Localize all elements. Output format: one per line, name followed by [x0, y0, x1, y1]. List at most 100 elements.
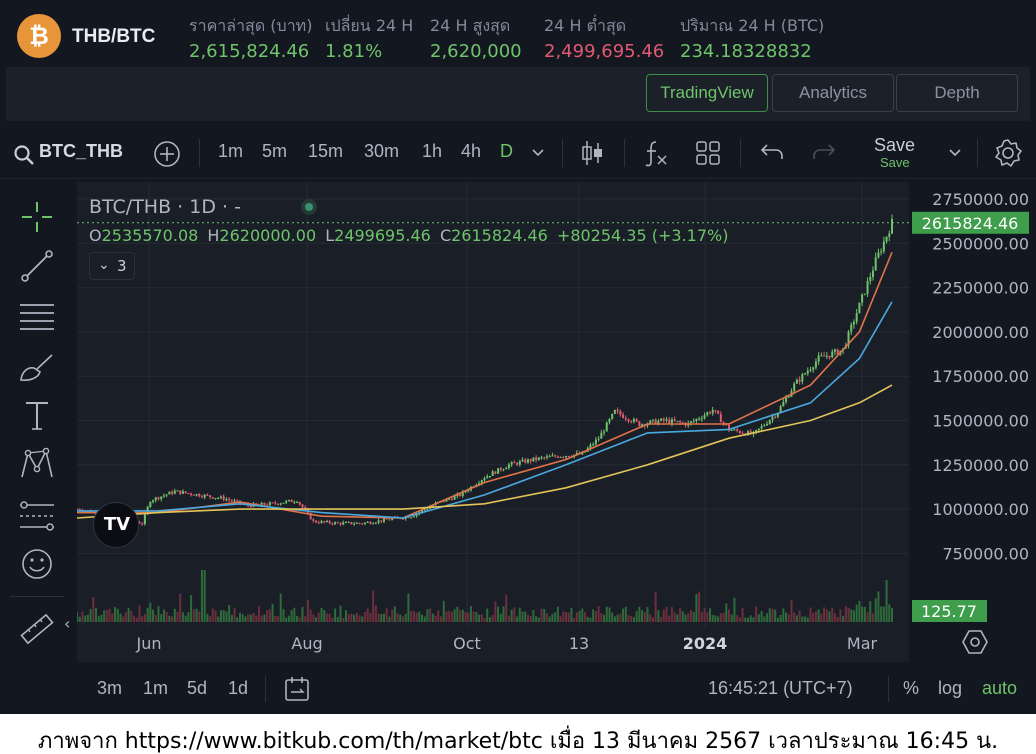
volume-bar: [236, 617, 239, 622]
text-tool-icon[interactable]: [18, 397, 56, 435]
volume-bar: [301, 607, 304, 622]
compare-add-icon[interactable]: [153, 140, 181, 168]
volume-bar: [92, 597, 95, 622]
volume-bar: [252, 612, 255, 622]
symbol-search[interactable]: BTC_THB: [39, 141, 123, 161]
save-button[interactable]: Save: [874, 135, 916, 155]
volume-bar: [200, 570, 203, 622]
settings-gear-icon[interactable]: [993, 138, 1023, 168]
candle-body: [502, 469, 505, 471]
forecast-tool-icon[interactable]: [18, 497, 56, 535]
price-chart[interactable]: Jun Aug Oct 13 2024 Mar: [77, 182, 909, 662]
candle-body: [665, 419, 668, 421]
fib-retracement-icon[interactable]: [18, 297, 56, 335]
volume-bar: [861, 606, 864, 622]
interval-d[interactable]: D: [500, 141, 513, 161]
candle-body: [554, 455, 557, 457]
percent-scale-toggle[interactable]: %: [903, 678, 920, 698]
candle-body: [279, 503, 282, 505]
interval-1h[interactable]: 1h: [422, 141, 443, 161]
trend-line-icon[interactable]: [18, 247, 56, 285]
bottom-divider: [265, 676, 266, 702]
volume-bar: [114, 607, 117, 622]
candle-body: [668, 419, 671, 424]
time-tick-label: 2024: [683, 634, 728, 653]
volume-bar: [880, 606, 883, 622]
auto-scale-toggle[interactable]: auto: [982, 678, 1018, 698]
crosshair-icon[interactable]: [18, 198, 56, 236]
candle-body: [350, 522, 353, 525]
volume-bar: [594, 611, 597, 622]
volume-bars: [77, 570, 893, 622]
candle-body: [885, 236, 888, 242]
interval-15m[interactable]: 15m: [308, 141, 344, 161]
tab-tradingview[interactable]: TradingView: [646, 74, 768, 112]
volume-bar: [649, 614, 652, 622]
layout-grid-icon[interactable]: [695, 140, 721, 166]
volume-bar: [597, 606, 600, 622]
interval-4h[interactable]: 4h: [461, 141, 482, 161]
range-1d[interactable]: 1d: [228, 678, 249, 698]
stat-value: 2,620,000: [430, 41, 522, 62]
redo-icon[interactable]: [812, 142, 836, 162]
volume-bar: [526, 614, 529, 622]
volume-bar: [339, 605, 342, 622]
collapse-tools-arrow-icon[interactable]: ‹: [64, 614, 71, 633]
volume-bar: [361, 616, 364, 622]
interval-1m[interactable]: 1m: [218, 141, 244, 161]
volume-bar: [247, 614, 250, 622]
volume-bar: [584, 612, 587, 622]
interval-5m[interactable]: 5m: [262, 141, 288, 161]
volume-bar: [241, 614, 244, 622]
tab-analytics[interactable]: Analytics: [772, 74, 894, 112]
tab-depth[interactable]: Depth: [896, 74, 1018, 112]
candle-body: [733, 429, 736, 431]
candle-body: [747, 431, 750, 436]
volume-bar: [502, 606, 505, 622]
volume-bar: [752, 617, 755, 622]
volume-bar: [603, 614, 606, 622]
range-3m[interactable]: 3m: [97, 678, 123, 698]
volume-bar: [708, 608, 711, 622]
tradingview-logo[interactable]: TV: [93, 502, 139, 548]
volume-bar: [296, 615, 299, 622]
undo-icon[interactable]: [760, 142, 784, 162]
emoji-sticker-icon[interactable]: [18, 545, 56, 583]
time-tick-label: Aug: [291, 634, 322, 653]
candle-body: [679, 421, 682, 423]
timezone-clock[interactable]: 16:45:21 (UTC+7): [708, 678, 853, 698]
candle-body: [850, 324, 853, 332]
volume-bar: [654, 592, 657, 622]
log-scale-toggle[interactable]: log: [938, 678, 963, 698]
volume-bar: [168, 615, 171, 622]
indicators-toggle[interactable]: ⌄ 3: [89, 252, 135, 280]
candle-body: [271, 502, 274, 504]
volume-bar: [806, 617, 809, 622]
interval-30m[interactable]: 30m: [364, 141, 400, 161]
candle-body: [268, 502, 271, 506]
volume-bar: [774, 609, 777, 622]
range-5d[interactable]: 5d: [187, 678, 208, 698]
volume-bar: [877, 591, 880, 622]
drawing-tools: ‹: [0, 180, 74, 695]
indicators-fx-icon[interactable]: [642, 138, 670, 168]
moving-average-mid: [77, 301, 893, 519]
search-icon[interactable]: [13, 144, 35, 166]
pattern-tool-icon[interactable]: [18, 445, 56, 483]
candle-body: [461, 491, 464, 496]
low-value: 2499695.46: [334, 226, 431, 245]
ruler-measure-icon[interactable]: [18, 610, 56, 648]
pair-name: THB/BTC: [72, 26, 156, 47]
volume-bar: [616, 614, 619, 622]
chevron-down-icon[interactable]: [531, 146, 545, 160]
price-axis[interactable]: 2750000.00 2500000.00 2250000.00 2000000.00…: [909, 182, 1036, 662]
volume-bar: [380, 613, 383, 622]
axis-settings-icon[interactable]: [962, 630, 988, 654]
candles-chart-type-icon[interactable]: [579, 139, 605, 167]
date-range-icon[interactable]: [283, 675, 311, 703]
brush-icon[interactable]: [18, 347, 56, 385]
volume-bar: [304, 616, 307, 622]
range-1m[interactable]: 1m: [143, 678, 169, 698]
candle-body: [195, 494, 198, 496]
chevron-down-icon[interactable]: [948, 146, 962, 160]
